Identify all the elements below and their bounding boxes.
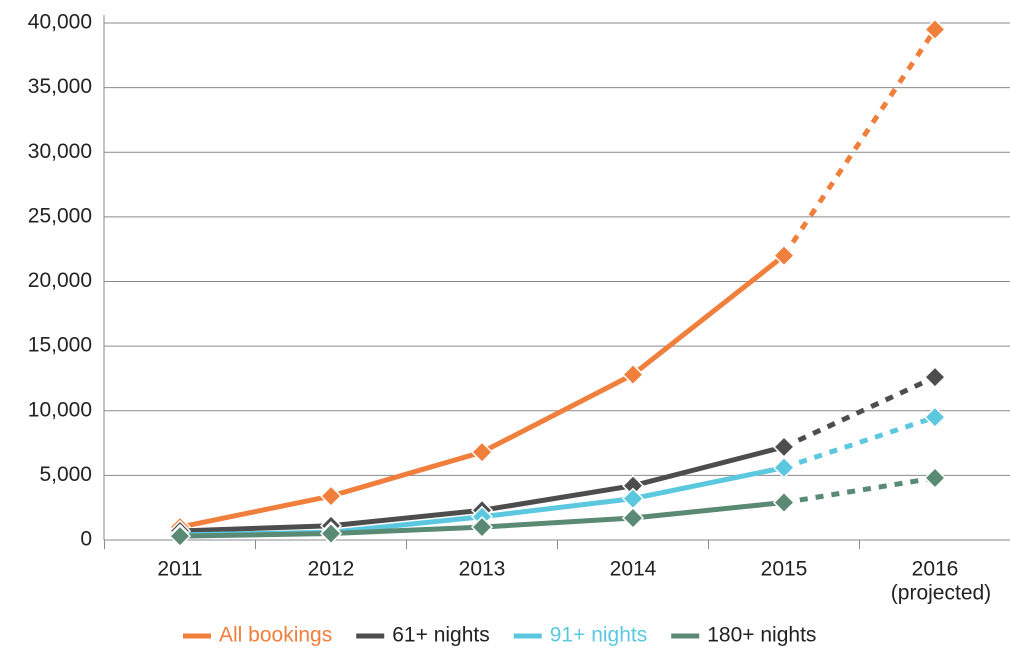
x-annotation: (projected): [891, 582, 991, 605]
x-tick-label: 2011: [157, 558, 202, 581]
series-line: [783, 475, 936, 505]
marker: [470, 441, 494, 464]
marker: [772, 456, 796, 479]
marker: [923, 466, 947, 490]
marker: [319, 522, 343, 545]
y-tick-label: 30,000: [28, 140, 92, 163]
y-tick-label: 40,000: [28, 11, 92, 34]
marker: [772, 491, 796, 514]
y-tick-label: 20,000: [28, 269, 92, 292]
series-line: [782, 374, 937, 450]
marker: [923, 406, 947, 429]
series-line: [781, 28, 938, 258]
marker: [772, 435, 796, 459]
x-tick-label: 2015: [761, 558, 808, 581]
marker: [923, 366, 947, 389]
x-tick-label: 2012: [308, 558, 355, 581]
marker: [772, 244, 796, 267]
marker: [168, 525, 192, 548]
legend-label: 180+ nights: [707, 624, 816, 647]
y-tick-label: 25,000: [28, 204, 92, 227]
x-tick-label: 2014: [610, 558, 657, 581]
marker: [621, 506, 645, 530]
y-tick-label: 5,000: [39, 463, 92, 486]
marker: [621, 487, 645, 510]
y-tick-label: 15,000: [28, 334, 92, 357]
marker: [470, 516, 494, 539]
y-tick-label: 10,000: [28, 398, 92, 421]
y-tick-label: 35,000: [28, 75, 92, 98]
series-line: [783, 414, 936, 470]
y-tick-label: 0: [80, 528, 92, 551]
marker: [923, 18, 947, 41]
legend-label: 91+ nights: [550, 624, 648, 647]
x-tick-label: 2013: [459, 558, 506, 581]
legend-label: 61+ nights: [392, 624, 490, 647]
marker: [319, 484, 343, 508]
marker: [621, 363, 645, 386]
x-tick-label: 2016: [912, 558, 959, 581]
legend-label: All bookings: [219, 624, 332, 647]
